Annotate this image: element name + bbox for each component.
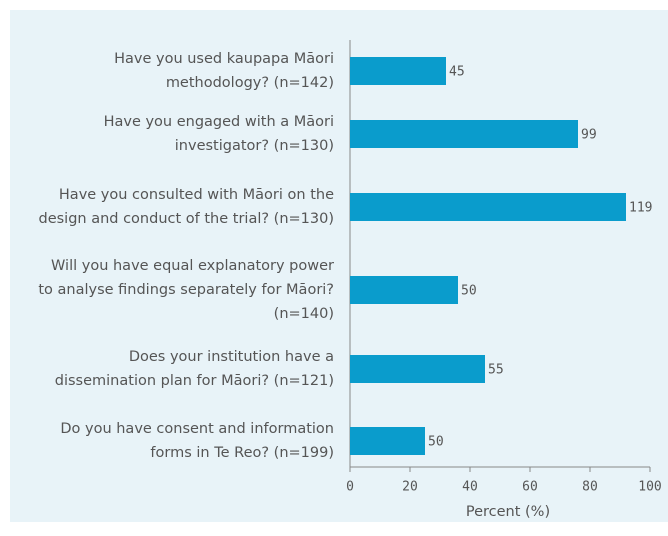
x-tick-label: 100 bbox=[638, 480, 661, 495]
y-tick-label: methodology? (n=142) bbox=[166, 75, 334, 91]
y-tick-label: Will you have equal explanatory power bbox=[51, 258, 334, 274]
y-tick-label: Have you engaged with a Māori bbox=[104, 114, 334, 130]
data-label: 119 bbox=[629, 201, 652, 216]
y-tick-label: Have you used kaupapa Māori bbox=[114, 51, 334, 67]
y-tick-label: Does your institution have a bbox=[129, 349, 334, 365]
bar bbox=[350, 193, 626, 221]
panel bbox=[10, 10, 668, 522]
bar bbox=[350, 57, 446, 85]
x-tick-label: 0 bbox=[346, 480, 354, 495]
bar bbox=[350, 427, 425, 455]
x-axis-label: Percent (%) bbox=[466, 504, 550, 520]
data-label: 50 bbox=[461, 284, 477, 299]
y-tick-label: design and conduct of the trial? (n=130) bbox=[38, 211, 334, 227]
y-tick-label: dissemination plan for Māori? (n=121) bbox=[55, 373, 334, 389]
x-tick-label: 60 bbox=[522, 480, 538, 495]
data-label: 45 bbox=[449, 65, 465, 80]
y-tick-label: to analyse findings separately for Māori… bbox=[38, 282, 334, 298]
x-tick-label: 20 bbox=[402, 480, 418, 495]
y-tick-label: (n=140) bbox=[274, 306, 334, 322]
data-label: 99 bbox=[581, 128, 597, 143]
x-tick-label: 80 bbox=[582, 480, 598, 495]
y-tick-label: Do you have consent and information bbox=[60, 421, 334, 437]
y-tick-label: forms in Te Reo? (n=199) bbox=[150, 445, 334, 461]
y-tick-label: Have you consulted with Māori on the bbox=[59, 187, 334, 203]
bar bbox=[350, 355, 485, 383]
bar bbox=[350, 120, 578, 148]
bar bbox=[350, 276, 458, 304]
y-tick-label: investigator? (n=130) bbox=[175, 138, 334, 154]
data-label: 55 bbox=[488, 363, 504, 378]
x-tick-label: 40 bbox=[462, 480, 478, 495]
data-label: 50 bbox=[428, 435, 444, 450]
